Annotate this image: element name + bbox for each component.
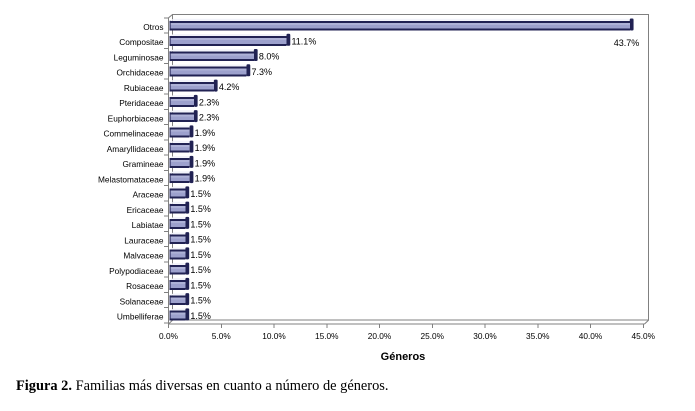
svg-text:1.5%: 1.5% [190, 250, 211, 260]
svg-text:Commelinaceae: Commelinaceae [104, 129, 164, 139]
svg-text:1.5%: 1.5% [190, 311, 211, 321]
svg-text:Lauraceae: Lauraceae [124, 235, 164, 245]
svg-text:5.0%: 5.0% [212, 331, 232, 341]
svg-text:20.0%: 20.0% [368, 331, 392, 341]
svg-text:40.0%: 40.0% [579, 331, 603, 341]
svg-text:10.0%: 10.0% [262, 331, 286, 341]
svg-text:11.1%: 11.1% [291, 36, 316, 46]
svg-text:Labiatae: Labiatae [132, 220, 164, 230]
svg-text:1.5%: 1.5% [190, 235, 211, 245]
svg-text:Ericaceae: Ericaceae [127, 205, 164, 215]
svg-text:1.5%: 1.5% [190, 280, 211, 290]
svg-text:Amaryllidaceae: Amaryllidaceae [107, 144, 164, 154]
svg-text:Araceae: Araceae [133, 190, 164, 200]
svg-text:1.5%: 1.5% [190, 296, 211, 306]
svg-text:1.5%: 1.5% [190, 219, 211, 229]
svg-text:1.9%: 1.9% [195, 158, 216, 168]
svg-text:1.5%: 1.5% [190, 204, 211, 214]
svg-text:8.0%: 8.0% [259, 52, 280, 62]
svg-text:Solanaceae: Solanaceae [120, 296, 164, 306]
svg-text:Orchidaceae: Orchidaceae [116, 68, 163, 78]
svg-text:1.5%: 1.5% [190, 265, 211, 275]
svg-text:Malvaceae: Malvaceae [123, 251, 164, 261]
svg-text:4.2%: 4.2% [219, 82, 240, 92]
svg-text:Polypodiaceae: Polypodiaceae [109, 266, 164, 276]
svg-text:Euphorbiaceae: Euphorbiaceae [108, 113, 164, 123]
svg-text:Otros: Otros [143, 22, 163, 32]
svg-text:0.0%: 0.0% [159, 331, 179, 341]
svg-text:Pteridaceae: Pteridaceae [119, 98, 164, 108]
svg-text:15.0%: 15.0% [315, 331, 339, 341]
svg-text:Compositae: Compositae [119, 37, 164, 47]
svg-text:Melastomataceae: Melastomataceae [98, 174, 164, 184]
svg-text:45.0%: 45.0% [631, 331, 655, 341]
svg-text:Leguminosae: Leguminosae [114, 52, 164, 62]
svg-text:Rubiaceae: Rubiaceae [124, 83, 164, 93]
svg-text:Rosaceae: Rosaceae [126, 281, 164, 291]
svg-text:Figura 2. Familias más diversa: Figura 2. Familias más diversas en cuant… [16, 378, 388, 394]
svg-text:1.9%: 1.9% [195, 143, 216, 153]
svg-text:1.9%: 1.9% [195, 128, 216, 138]
svg-text:2.3%: 2.3% [199, 113, 220, 123]
svg-text:1.9%: 1.9% [195, 174, 216, 184]
svg-text:2.3%: 2.3% [199, 97, 220, 107]
svg-text:35.0%: 35.0% [526, 331, 550, 341]
svg-text:25.0%: 25.0% [420, 331, 444, 341]
svg-text:Umbelliferae: Umbelliferae [117, 312, 164, 322]
svg-text:Géneros: Géneros [381, 351, 426, 363]
svg-text:1.5%: 1.5% [190, 189, 211, 199]
svg-text:30.0%: 30.0% [473, 331, 497, 341]
svg-text:Gramineae: Gramineae [122, 159, 163, 169]
svg-text:7.3%: 7.3% [251, 67, 272, 77]
svg-text:43.7%: 43.7% [614, 38, 640, 48]
